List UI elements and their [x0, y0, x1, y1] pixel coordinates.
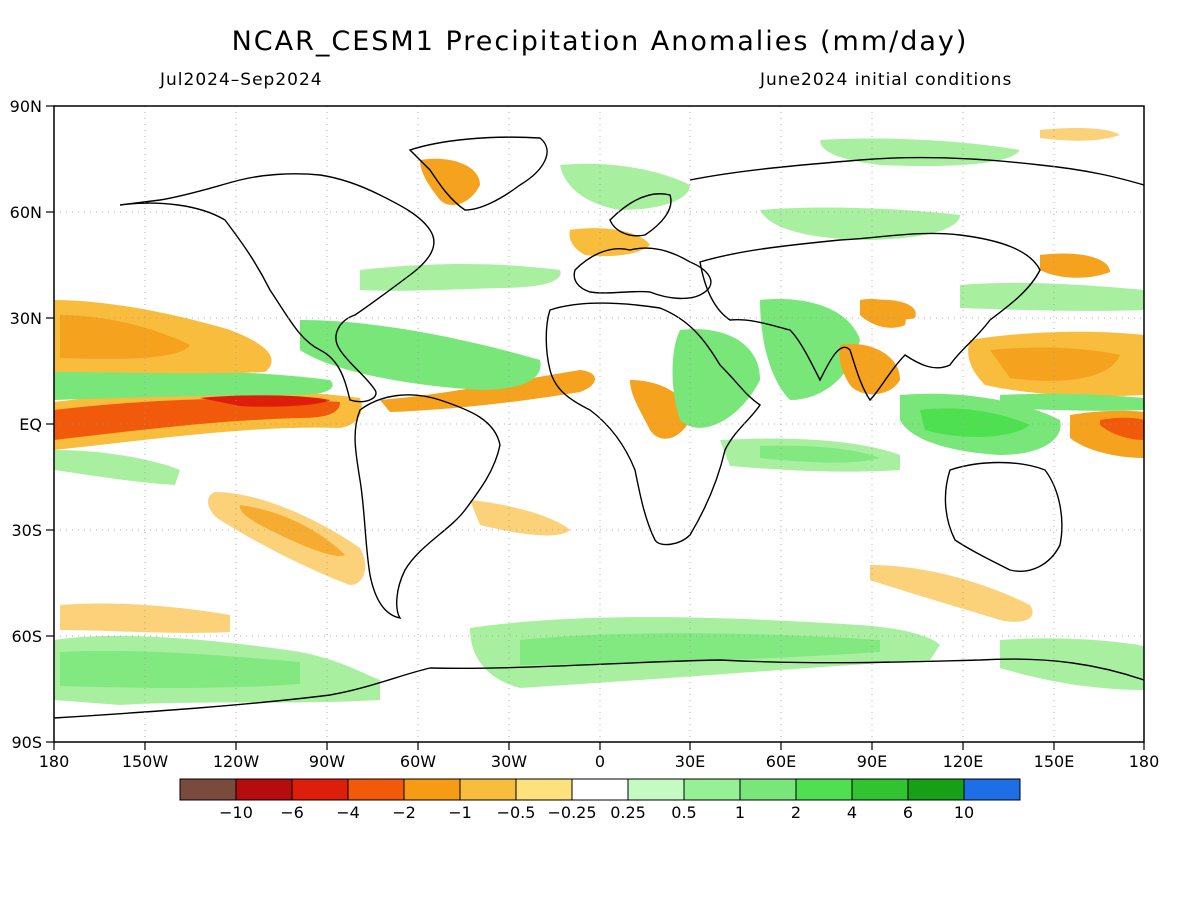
colorbar-swatch [515, 778, 573, 801]
coast-scandinavia [609, 193, 672, 237]
colorbar-swatch [459, 778, 517, 801]
anomaly-dry-arctic-strip [1040, 127, 1120, 141]
lon-label: 90E [857, 752, 887, 771]
anomaly-dry-south-pacific-core [239, 505, 345, 556]
colorbar-label: 0.25 [610, 803, 646, 822]
colorbar-swatch [403, 778, 461, 801]
colorbar-swatch [347, 778, 405, 801]
lat-label: EQ [19, 415, 42, 434]
anomaly-dry-eq-pacific-mid [54, 398, 340, 440]
colorbar-swatch [739, 778, 797, 801]
lon-label: 150W [122, 752, 169, 771]
colorbar-labels: −10 −6 −4 −2 −1 −0.5 −0.25 0.25 0.5 1 2 4 6 10 [219, 803, 974, 822]
anomaly-wet-arabian-sea [760, 299, 860, 400]
lon-label: 150E [1034, 752, 1075, 771]
colorbar-swatch [683, 778, 741, 801]
anomaly-wet-north-asia [760, 207, 960, 240]
map-title: NCAR_CESM1 Precipitation Anomalies (mm/d… [231, 26, 969, 57]
colorbar-label: −0.25 [547, 803, 596, 822]
anomaly-wet-south-indian-core [760, 445, 880, 463]
anomaly-wet-north-atlantic [360, 264, 561, 291]
colorbar-label: −2 [392, 803, 416, 822]
colorbar-swatch [235, 778, 293, 801]
anomaly-dry-southern-band [60, 603, 230, 633]
axis-ticks [46, 105, 1145, 750]
colorbar-label: 0.5 [671, 803, 696, 822]
coast-siberia-north [689, 156, 1145, 186]
anomaly-dry-greenland [420, 158, 480, 205]
anomaly-dry-south-indian [870, 565, 1033, 622]
colorbar-swatch [179, 778, 237, 801]
colorbar-label: 10 [954, 803, 974, 822]
lon-label: 60W [400, 752, 436, 771]
lon-label: 30E [675, 752, 705, 771]
lon-label: 120W [213, 752, 260, 771]
anomaly-dry-japan [1040, 253, 1110, 278]
anomaly-dry-north-pacific-core [60, 315, 190, 359]
lon-label: 0 [595, 752, 605, 771]
anomaly-wet-west-pacific-band [1000, 393, 1144, 411]
colorbar-label: −10 [219, 803, 253, 822]
anomaly-wet-antarctic-pacific [1000, 638, 1144, 690]
colorbar-swatch [851, 778, 909, 801]
lat-label: 60N [10, 203, 42, 222]
colorbar-swatch [795, 778, 853, 801]
colorbar-swatch [627, 778, 685, 801]
lon-label: 180 [39, 752, 70, 771]
lat-label: 90S [11, 733, 42, 752]
lat-label: 60S [11, 627, 42, 646]
coast-south-america [354, 394, 501, 620]
anomaly-wet-maritime-core [920, 408, 1030, 437]
forecast-period: Jul2024–Sep2024 [160, 70, 323, 90]
lon-label: 120E [943, 752, 984, 771]
coast-north-america [119, 173, 435, 403]
initial-conditions: June2024 initial conditions [760, 70, 1013, 90]
anomaly-wet-kuroshio [960, 282, 1144, 311]
colorbar-label: −0.5 [497, 803, 536, 822]
anomaly-dry-dateline-core [1100, 417, 1144, 440]
anomaly-dry-atlantic-itcz [380, 370, 595, 412]
anomaly-dry-south-atlantic [470, 500, 570, 536]
anomaly-wet-north-pacific [54, 370, 333, 400]
colorbar-label: 4 [847, 803, 857, 822]
colorbar-label: −6 [280, 803, 304, 822]
colorbar-swatch [291, 778, 349, 801]
colorbar-label: 2 [791, 803, 801, 822]
colorbar-label: −4 [336, 803, 360, 822]
anomaly-wet-antarctic-west-core [60, 650, 300, 688]
colorbar-label: 1 [735, 803, 745, 822]
coast-antarctica [53, 658, 1145, 719]
colorbar-swatch [963, 778, 1021, 801]
colorbar-label: −1 [448, 803, 472, 822]
coastlines [53, 136, 1145, 719]
lat-label: 90N [10, 97, 42, 116]
anomaly-wet-arctic-atlantic [560, 163, 690, 210]
anomaly-wet-east-africa [672, 329, 760, 428]
coast-greenland [408, 136, 548, 211]
coast-australia [944, 461, 1063, 572]
colorbar [179, 778, 1021, 801]
colorbar-label: 6 [903, 803, 913, 822]
lat-label: 30S [11, 521, 42, 540]
anomaly-dry-eq-pacific-core [200, 395, 330, 407]
anomaly-dry-east-asia [870, 299, 916, 320]
lon-label: 180 [1129, 752, 1160, 771]
lon-label: 60E [766, 752, 796, 771]
anomaly-dry-west-pacific-core [990, 347, 1120, 381]
lon-label: 30W [491, 752, 527, 771]
coast-asia [699, 232, 1041, 402]
longitude-labels: 180 150W 120W 90W 60W 30W 0 30E 60E 90E … [39, 752, 1160, 771]
anomaly-wet-antarctic-east-core [520, 633, 880, 665]
lon-label: 90W [309, 752, 345, 771]
coast-europe [573, 247, 712, 300]
lat-label: 30N [10, 309, 42, 328]
coast-africa [545, 302, 761, 546]
gridlines [54, 106, 1144, 742]
colorbar-swatch [571, 778, 629, 801]
colorbar-swatch [907, 778, 965, 801]
latitude-labels: 90N 60N 30N EQ 30S 60S 90S [10, 97, 42, 752]
anomaly-wet-south-pacific [54, 450, 180, 485]
